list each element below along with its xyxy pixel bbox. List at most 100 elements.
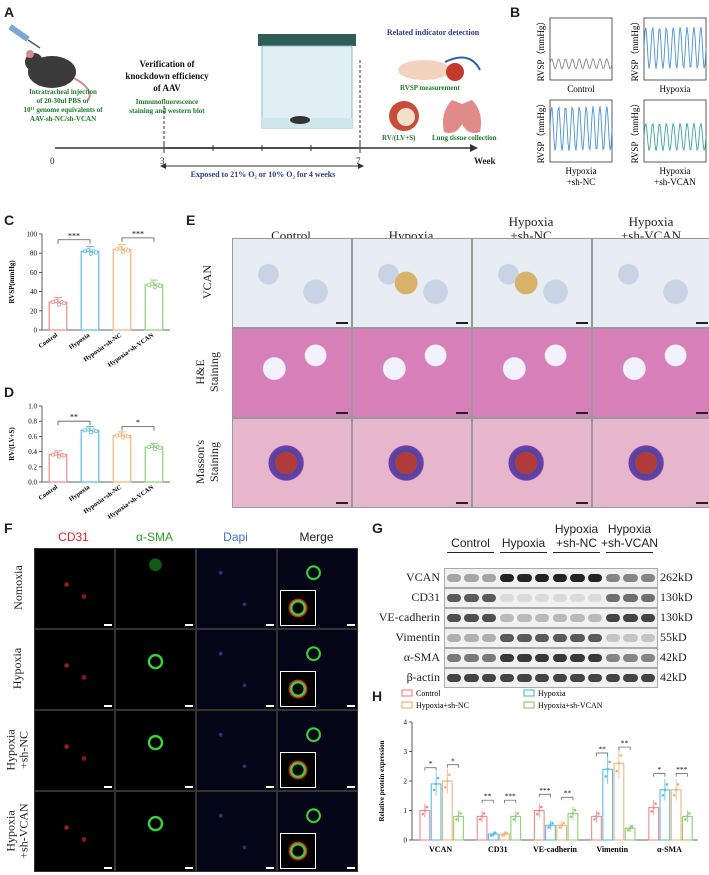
if-row-label: Hypoxia +sh-NC — [4, 710, 32, 789]
wb-size-label: 55kD — [660, 630, 687, 644]
data-point — [539, 805, 543, 809]
data-point — [512, 818, 516, 821]
significance-label: ** — [70, 413, 78, 422]
if-image — [277, 791, 358, 872]
scale-bar — [104, 624, 112, 626]
wb-size-label: 130kD — [660, 590, 693, 604]
data-point — [562, 821, 566, 825]
y-axis-label: Relative protein expression — [378, 740, 386, 821]
rvsp-trace-ylabel: RVSP（mmHg） — [630, 17, 640, 82]
wb-band — [605, 574, 621, 582]
panel-g-western-blot: Control Hypoxia Hypoxia +sh-NC Hypoxia +sh-VC… — [372, 520, 709, 688]
data-point — [448, 773, 451, 777]
significance-bracket — [504, 799, 517, 804]
data-point — [606, 767, 609, 771]
data-point — [615, 769, 619, 773]
data-point — [558, 826, 562, 829]
significance-bracket — [596, 752, 609, 756]
x-tick-label: VCAN — [429, 845, 452, 854]
rvlvs-label: RV/(LV+S) — [382, 134, 416, 142]
data-point — [86, 427, 91, 432]
if-image — [277, 548, 358, 629]
histology-row-label-line: Staining — [206, 351, 221, 393]
scale-bar — [336, 502, 348, 504]
wb-band — [464, 634, 479, 642]
wb-band — [587, 594, 603, 602]
wb-band — [640, 634, 656, 642]
wb-band — [517, 594, 532, 602]
rvsp-trace-label: +sh-VCAN — [654, 177, 696, 187]
rvsp-waveform — [549, 57, 613, 70]
wb-band — [623, 634, 638, 642]
significance-bracket — [121, 237, 155, 242]
legend-swatch — [523, 689, 535, 697]
y-tick-label: 0.8 — [28, 418, 37, 426]
data-point — [480, 815, 484, 818]
data-point — [619, 754, 623, 757]
scale-bar — [266, 786, 274, 788]
x-tick-label: Vimentin — [596, 845, 628, 854]
rvsp-trace-label: Control — [567, 84, 595, 94]
wb-band — [481, 594, 497, 602]
panel-b-rvsp-traces: RVSP（mmHg） Control RVSP（mmHg） Hypoxia RVSP（m… — [536, 17, 707, 187]
y-tick-label: 0.6 — [28, 433, 37, 441]
wb-band — [464, 654, 479, 662]
data-point — [665, 783, 669, 786]
tick-3: 3 — [160, 156, 165, 166]
data-point — [434, 782, 438, 786]
bar — [80, 429, 100, 483]
mouse-icon — [25, 50, 91, 101]
y-tick-label: 0.0 — [28, 479, 37, 487]
if-row-label-line: +sh-VCAN — [17, 802, 31, 859]
wb-band — [464, 594, 479, 602]
histology-image — [232, 328, 352, 418]
histology-row-label: H&E Staining — [186, 328, 228, 416]
if-image — [115, 791, 196, 872]
channel-label: Dapi — [223, 530, 248, 544]
significance-label: * — [657, 765, 661, 774]
wb-band — [605, 594, 621, 602]
data-point — [503, 832, 506, 836]
data-point — [421, 812, 425, 816]
wb-band-strip — [444, 588, 658, 608]
data-point — [593, 818, 596, 821]
histology-image — [592, 238, 709, 328]
if-image — [115, 548, 196, 629]
histology-image — [352, 328, 472, 418]
data-point — [617, 762, 621, 765]
wb-group-underline — [447, 552, 494, 553]
data-point — [62, 301, 67, 306]
histology-row-label-text: H&E Staining — [193, 352, 221, 392]
histology-row-label-line: Staining — [207, 441, 222, 483]
wb-band — [552, 634, 568, 642]
data-point — [149, 281, 154, 286]
injection-text: Intratracheal injection of 20-30ul PBS o… — [23, 88, 103, 123]
if-image — [196, 548, 277, 629]
if-image — [196, 710, 277, 791]
tick-0: 0 — [50, 156, 55, 166]
wb-band — [587, 654, 603, 662]
wb-size-label: 130kD — [660, 610, 693, 624]
wb-protein-label: β-actin — [406, 670, 440, 684]
wb-band — [499, 654, 515, 662]
scale-bar — [266, 624, 274, 626]
wb-protein-label: Vimentin — [395, 630, 440, 644]
histology-image — [232, 418, 352, 508]
wb-group-label: +sh-VCAN — [600, 536, 659, 550]
data-point — [505, 831, 508, 834]
scale-bar — [696, 502, 708, 504]
x-tick-label: VE-cadherin — [533, 845, 578, 854]
wb-band — [640, 614, 656, 622]
wb-band — [446, 574, 462, 582]
panel-d-letter: D — [4, 384, 15, 400]
legend-label: Hypoxia — [538, 689, 566, 698]
if-inset-zoom — [280, 671, 316, 707]
data-point — [493, 831, 497, 834]
wb-band — [587, 574, 603, 582]
wb-band — [605, 674, 621, 682]
data-point — [57, 454, 62, 459]
wb-size-label: 42kD — [660, 670, 687, 684]
significance-label: *** — [132, 229, 144, 238]
histology-image — [472, 328, 592, 418]
y-tick-label: 20 — [30, 307, 38, 315]
